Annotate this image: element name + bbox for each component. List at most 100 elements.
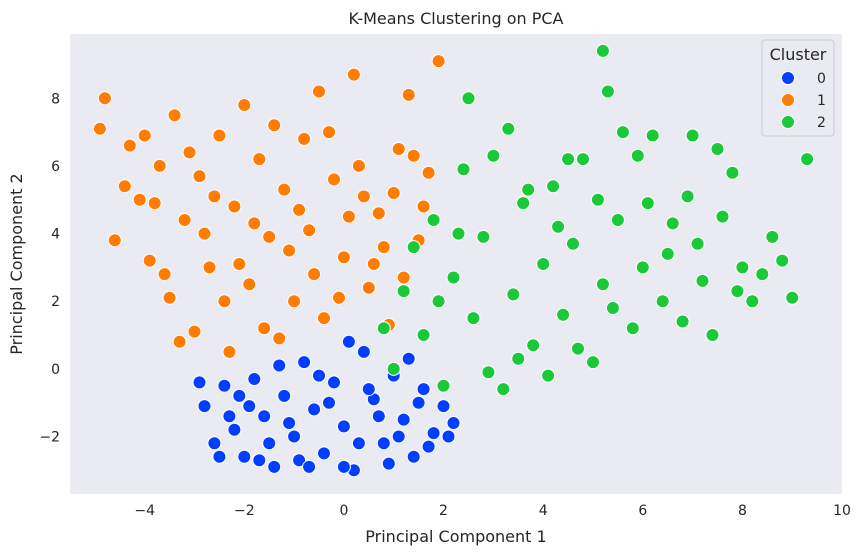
scatter-point-cluster-2 <box>496 382 511 397</box>
x-tick-label: −2 <box>234 503 255 519</box>
scatter-point-cluster-0 <box>436 399 451 414</box>
scatter-point-cluster-0 <box>192 375 207 390</box>
legend-marker-cluster-0 <box>781 71 795 85</box>
scatter-point-cluster-2 <box>625 321 640 336</box>
scatter-point-cluster-2 <box>600 84 615 99</box>
legend-marker-cluster-2 <box>781 115 795 129</box>
scatter-point-cluster-0 <box>401 351 416 366</box>
legend-label-cluster-2: 2 <box>817 115 826 131</box>
scatter-point-cluster-0 <box>242 399 257 414</box>
scatter-point-cluster-0 <box>247 372 262 386</box>
scatter-point-cluster-0 <box>351 436 366 451</box>
scatter-point-cluster-1 <box>107 233 122 248</box>
x-axis-title: Principal Component 1 <box>365 527 546 546</box>
x-tick-label: 10 <box>833 503 851 519</box>
scatter-point-cluster-0 <box>376 436 391 451</box>
scatter-point-cluster-1 <box>386 186 401 200</box>
scatter-point-cluster-0 <box>277 388 292 403</box>
scatter-point-cluster-1 <box>297 131 312 146</box>
scatter-point-cluster-2 <box>466 311 481 326</box>
scatter-point-cluster-1 <box>247 216 262 231</box>
scatter-point-cluster-0 <box>297 355 312 370</box>
scatter-point-cluster-0 <box>227 422 242 437</box>
scatter-point-cluster-2 <box>690 236 705 251</box>
scatter-point-cluster-1 <box>416 199 431 214</box>
scatter-point-cluster-0 <box>197 399 212 414</box>
scatter-point-cluster-2 <box>685 128 700 143</box>
scatter-point-cluster-2 <box>615 125 630 140</box>
legend-label-cluster-1: 1 <box>817 93 826 109</box>
scatter-point-cluster-2 <box>506 287 521 302</box>
scatter-point-cluster-1 <box>207 189 222 204</box>
y-tick-label: 0 <box>51 362 60 378</box>
scatter-point-cluster-2 <box>526 338 541 353</box>
scatter-point-cluster-1 <box>406 148 421 163</box>
scatter-point-cluster-0 <box>212 449 227 464</box>
scatter-point-cluster-1 <box>187 324 202 339</box>
scatter-point-cluster-0 <box>282 416 297 430</box>
scatter-point-cluster-2 <box>725 165 740 180</box>
y-tick-label: 2 <box>51 294 60 310</box>
scatter-point-cluster-1 <box>322 125 336 140</box>
scatter-point-cluster-1 <box>167 108 182 123</box>
scatter-point-cluster-0 <box>267 459 282 474</box>
y-tick-label: 8 <box>51 91 60 107</box>
points-layer <box>92 43 815 478</box>
y-tick-label: −2 <box>39 430 60 446</box>
scatter-point-cluster-1 <box>282 243 297 258</box>
scatter-point-cluster-0 <box>207 436 222 451</box>
scatter-point-cluster-2 <box>605 301 620 315</box>
scatter-point-cluster-2 <box>511 351 526 366</box>
scatter-point-cluster-2 <box>456 162 471 177</box>
scatter-point-cluster-0 <box>327 375 341 390</box>
scatter-point-cluster-1 <box>327 172 341 187</box>
scatter-point-cluster-0 <box>441 429 456 444</box>
scatter-point-cluster-0 <box>322 395 336 410</box>
scatter-point-cluster-2 <box>396 284 411 299</box>
scatter-point-cluster-1 <box>277 182 292 197</box>
scatter-point-cluster-0 <box>421 439 436 454</box>
scatter-point-cluster-0 <box>406 449 421 464</box>
x-axis-ticks: −4 −2 0 2 4 6 8 10 <box>134 503 851 519</box>
scatter-point-cluster-1 <box>202 260 217 275</box>
scatter-point-cluster-1 <box>162 290 177 305</box>
scatter-point-cluster-2 <box>546 179 561 194</box>
scatter-point-cluster-2 <box>561 152 576 167</box>
scatter-point-cluster-1 <box>317 311 331 326</box>
scatter-point-cluster-2 <box>640 196 655 211</box>
legend-title: Cluster <box>770 45 827 64</box>
scatter-point-cluster-2 <box>730 284 745 299</box>
legend-marker-cluster-1 <box>781 93 795 107</box>
scatter-point-cluster-0 <box>252 453 267 468</box>
scatter-point-cluster-1 <box>137 128 152 143</box>
scatter-point-cluster-1 <box>132 192 147 207</box>
scatter-point-cluster-1 <box>312 84 326 99</box>
scatter-point-cluster-1 <box>212 128 227 143</box>
scatter-point-cluster-2 <box>501 121 516 136</box>
scatter-point-cluster-2 <box>376 321 391 336</box>
scatter-point-cluster-1 <box>341 209 356 224</box>
scatter-point-cluster-1 <box>192 169 207 184</box>
scatter-point-cluster-2 <box>576 152 590 167</box>
scatter-point-cluster-2 <box>765 229 780 244</box>
scatter-point-cluster-0 <box>302 459 317 474</box>
scatter-point-cluster-1 <box>287 294 302 309</box>
scatter-point-cluster-2 <box>695 273 710 288</box>
x-tick-label: 2 <box>439 503 448 519</box>
scatter-point-cluster-0 <box>396 412 411 427</box>
scatter-point-cluster-0 <box>312 368 326 383</box>
scatter-point-cluster-1 <box>177 213 192 227</box>
scatter-point-cluster-1 <box>242 277 257 292</box>
scatter-point-cluster-0 <box>356 344 371 359</box>
scatter-point-cluster-0 <box>371 409 386 424</box>
scatter-point-cluster-2 <box>426 213 441 227</box>
scatter-point-cluster-2 <box>486 148 501 163</box>
scatter-point-cluster-1 <box>376 240 391 255</box>
scatter-point-cluster-2 <box>660 246 675 261</box>
y-axis-ticks: −2 0 2 4 6 8 <box>39 91 60 445</box>
scatter-point-cluster-2 <box>785 290 800 305</box>
scatter-point-cluster-0 <box>426 426 441 441</box>
y-tick-label: 6 <box>51 159 60 175</box>
scatter-point-cluster-2 <box>536 257 551 271</box>
